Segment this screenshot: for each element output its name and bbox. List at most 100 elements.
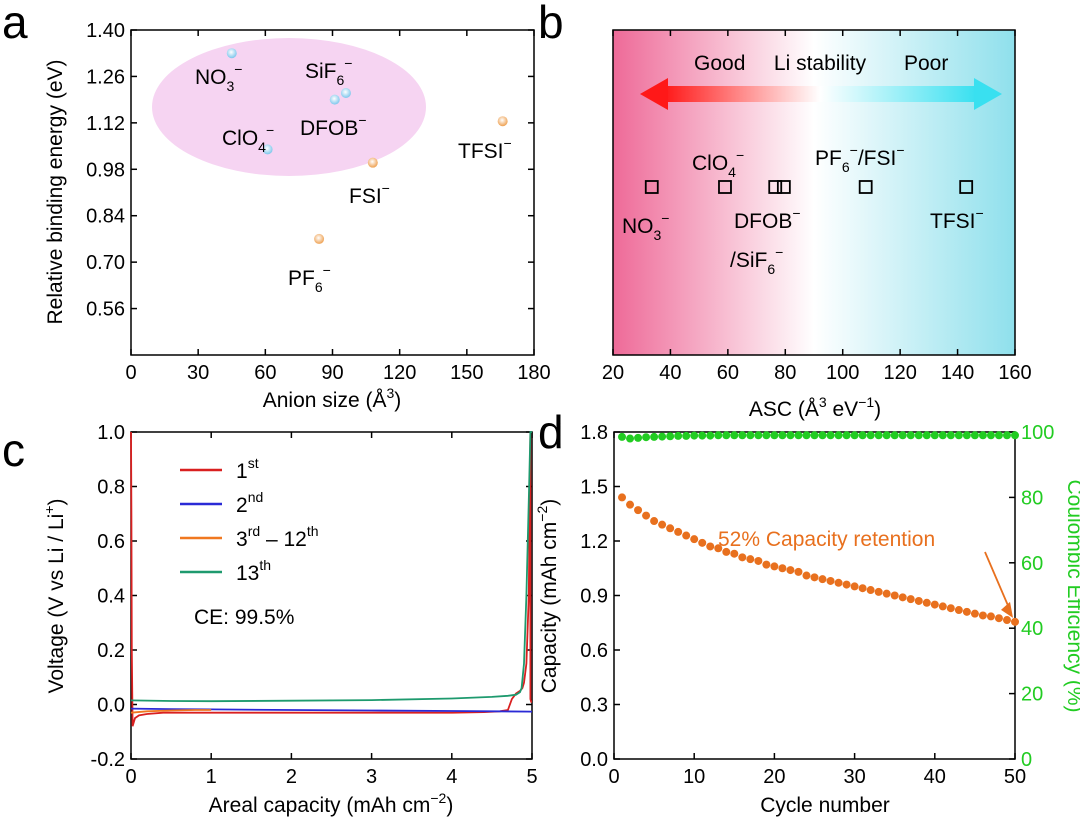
axis-ticks-c: 0 1 2 3 4 5 -0.2 0.0 0.2 0.4 0.6 0.8 1.0	[91, 422, 538, 788]
point-coulombic-efficiency	[786, 431, 795, 440]
y-right-tick-label: 80	[1021, 487, 1043, 509]
point-coulombic-efficiency	[938, 431, 947, 440]
point-capacity	[818, 575, 827, 584]
x-tick-label: 20	[602, 362, 624, 384]
legend-label: 2nd	[236, 489, 263, 517]
y-tick-label: 0.0	[580, 749, 608, 771]
x-tick-label: 0	[125, 362, 136, 384]
point-coulombic-efficiency	[650, 432, 659, 441]
y-tick-label: 1.12	[86, 113, 125, 135]
y-right-tick-label: 20	[1021, 684, 1043, 706]
point-coulombic-efficiency	[818, 431, 827, 440]
point-capacity	[954, 606, 963, 615]
point-coulombic-efficiency	[778, 431, 787, 440]
y-tick-label: 0.9	[580, 586, 608, 608]
series-2nd	[130, 707, 533, 713]
point-capacity	[874, 587, 883, 596]
point-capacity	[962, 607, 971, 616]
point-coulombic-efficiency	[810, 431, 819, 440]
label-b-dfob: DFOB−	[734, 205, 801, 233]
x-tick-label: 3	[366, 766, 377, 788]
y-tick-label: 0.8	[97, 477, 125, 499]
point-capacity	[682, 531, 691, 540]
label-tfsi: TFSI−	[458, 135, 512, 163]
label-b-clo4: ClO4−	[692, 147, 744, 180]
point-capacity	[826, 576, 835, 585]
point-coulombic-efficiency	[850, 431, 859, 440]
point-coulombic-efficiency	[690, 431, 699, 440]
point-coulombic-efficiency	[642, 433, 651, 442]
label-pf6: PF6−	[288, 262, 331, 295]
cluster-ellipse	[152, 38, 426, 176]
point-coulombic-efficiency	[714, 431, 723, 440]
y-tick-label: -0.2	[91, 749, 125, 771]
point-capacity	[626, 500, 635, 509]
point-NO3-	[226, 48, 237, 59]
axis-ticks-d: 0 10 20 30 40 50 0.0 0.3 0.6 0.9 1.2 1.5 1.8 0 20 40 60 8…	[580, 422, 1054, 788]
y-tick-label: 0.0	[97, 695, 125, 717]
point-capacity	[642, 511, 651, 520]
label-dfob: DFOB−	[300, 112, 367, 140]
point-coulombic-efficiency	[802, 431, 811, 440]
x-tick-label: 160	[998, 362, 1031, 384]
point-coulombic-efficiency	[930, 431, 939, 440]
label-sif6: SiF6−	[305, 55, 352, 88]
panel-d: d 0 10 20 30 40 50 0.0 0.3 0.6 0.9 1.2 1.5 1.8 0 20 40 6…	[534, 406, 1080, 817]
point-capacity	[890, 591, 899, 600]
y-tick-label: 1.2	[580, 531, 608, 553]
point-capacity	[762, 560, 771, 569]
point-capacity	[1002, 616, 1011, 625]
x-tick-label: 60	[254, 362, 276, 384]
y-tick-label: 0.3	[580, 695, 608, 717]
point-coulombic-efficiency	[666, 432, 675, 441]
point-capacity	[850, 582, 859, 591]
point-coulombic-efficiency	[906, 431, 915, 440]
panel-c: c 0 1 2 3 4 5 -0.2 0.0 0.2 0.4 0.6 0.8 1.0 1st 2nd 3rd…	[2, 422, 538, 817]
plot-frame-d	[613, 431, 1016, 760]
x-axis-title-b: ASC (Å3 eV−1)	[749, 394, 881, 421]
legend-c: 1st 2nd 3rd – 12th 13th	[180, 455, 319, 585]
point-coulombic-efficiency	[618, 432, 627, 441]
retention-arrow	[984, 551, 1013, 618]
point-coulombic-efficiency	[698, 431, 707, 440]
point-capacity	[994, 614, 1003, 623]
point-capacity	[698, 538, 707, 547]
point-capacity	[858, 584, 867, 593]
x-tick-label: 10	[683, 766, 705, 788]
point-coulombic-efficiency	[874, 431, 883, 440]
point-coulombic-efficiency	[1011, 431, 1019, 440]
point-coulombic-efficiency	[754, 431, 763, 440]
x-tick-label: 2	[286, 766, 297, 788]
y-axis-title-d-right: Coulombic Efficiency (%)	[1063, 479, 1080, 712]
x-tick-label: 40	[659, 362, 681, 384]
annotation-retention: 52% Capacity retention	[718, 528, 935, 551]
point-coulombic-efficiency	[746, 431, 755, 440]
point-capacity	[922, 598, 931, 607]
point-capacity	[658, 520, 667, 529]
plot-frame-b	[612, 29, 1016, 356]
data-points-a	[226, 48, 508, 244]
series-13th	[130, 431, 532, 703]
data-lines-c	[130, 431, 533, 727]
point-coulombic-efficiency	[730, 431, 739, 440]
label-clo4: ClO4−	[222, 122, 274, 155]
point-TFSI-	[497, 116, 508, 127]
y-tick-label: 0.98	[86, 159, 125, 181]
point-capacity	[906, 595, 915, 604]
point-coulombic-efficiency	[890, 431, 899, 440]
y-tick-label: 1.26	[86, 66, 125, 88]
point-capacity	[834, 578, 843, 587]
point-capacity	[618, 493, 627, 502]
point-coulombic-efficiency	[898, 431, 907, 440]
point-capacity	[794, 567, 803, 576]
y-right-tick-label: 100	[1021, 422, 1054, 444]
point-capacity	[810, 573, 819, 582]
label-b-no3: NO3−	[622, 210, 669, 243]
point-capacity	[722, 547, 731, 556]
x-tick-label: 0	[125, 766, 136, 788]
y-axis-title-c: Voltage (V vs Li / Li+)	[41, 499, 68, 694]
y-tick-label: 0.70	[86, 252, 125, 274]
point-coulombic-efficiency	[634, 433, 643, 442]
point-capacity	[738, 553, 747, 562]
point-ClO4-	[262, 144, 273, 155]
